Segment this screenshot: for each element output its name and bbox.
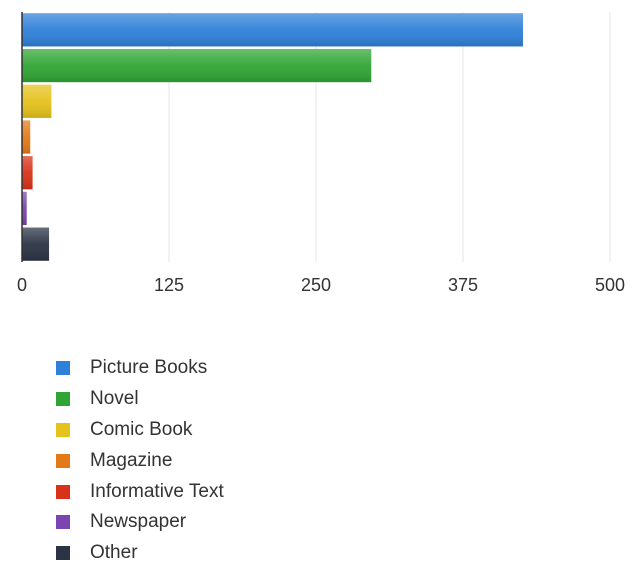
x-tick-label: 250 <box>301 275 331 295</box>
legend-label: Newspaper <box>90 511 187 533</box>
bars <box>22 13 523 261</box>
legend-swatch <box>56 422 70 437</box>
bar-shine <box>22 156 33 190</box>
legend-swatch <box>56 392 70 407</box>
bar-chart: 0 125 250 375 500 <box>17 12 625 295</box>
legend-item-picture-books: Picture Books <box>56 353 224 384</box>
legend: Picture Books Novel Comic Book Magazine … <box>56 353 224 569</box>
x-tick-label: 0 <box>17 275 27 295</box>
bar-shine <box>22 84 52 118</box>
legend-label: Magazine <box>90 449 173 471</box>
bar-shine <box>22 48 372 83</box>
legend-item-other: Other <box>56 538 224 569</box>
bar-shine <box>22 13 523 47</box>
legend-swatch <box>56 484 70 499</box>
legend-swatch <box>56 546 70 561</box>
legend-swatch <box>56 453 70 468</box>
bar-shine <box>22 191 27 226</box>
legend-label: Informative Text <box>90 480 224 502</box>
legend-label: Comic Book <box>90 418 193 440</box>
legend-label: Picture Books <box>90 357 208 379</box>
x-axis-ticks: 0 125 250 375 500 <box>17 275 625 295</box>
legend-item-newspaper: Newspaper <box>56 507 224 538</box>
x-tick-label: 375 <box>448 275 478 295</box>
legend-item-informative-text: Informative Text <box>56 476 224 507</box>
legend-item-novel: Novel <box>56 384 224 415</box>
bar-shine <box>22 227 50 261</box>
bar-shine <box>22 120 31 154</box>
x-tick-label: 500 <box>595 275 625 295</box>
legend-item-comic-book: Comic Book <box>56 415 224 446</box>
legend-swatch <box>56 515 70 530</box>
legend-label: Novel <box>90 388 139 410</box>
legend-label: Other <box>90 542 138 564</box>
legend-swatch <box>56 361 70 376</box>
x-tick-label: 125 <box>154 275 184 295</box>
legend-item-magazine: Magazine <box>56 445 224 476</box>
